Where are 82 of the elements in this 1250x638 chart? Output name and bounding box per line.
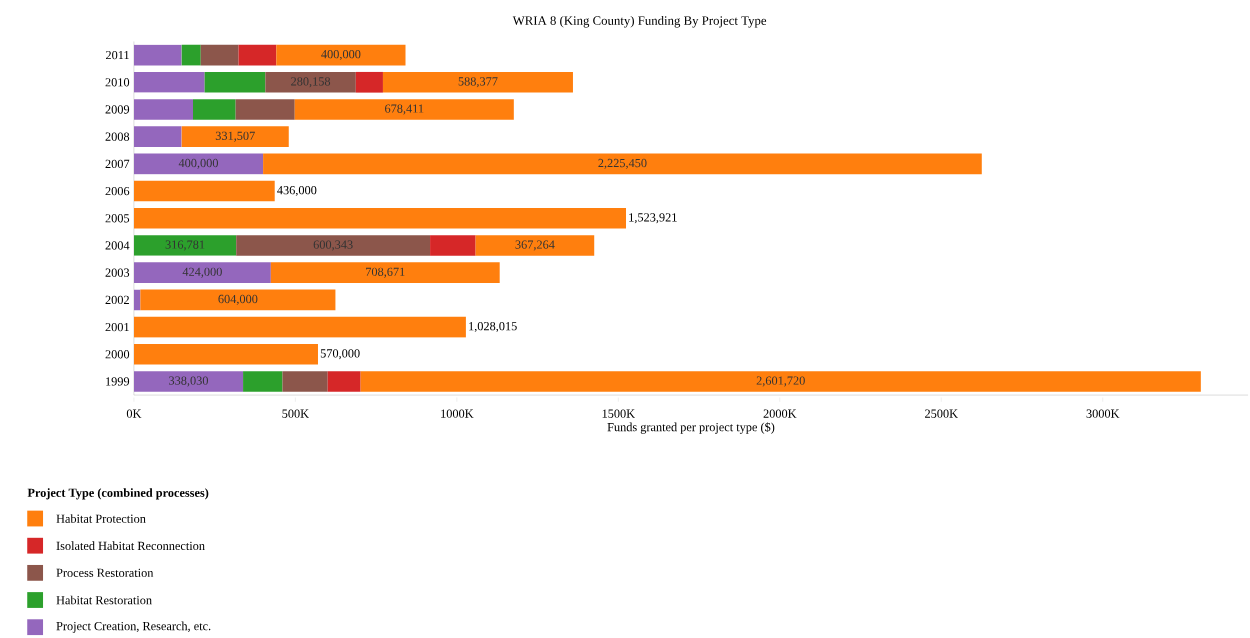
data-label: 2,601,720 [756, 376, 805, 387]
y-tick-label: 2011 [106, 50, 129, 60]
y-tick-label: 2005 [105, 214, 130, 223]
x-tick-label: 1000K [441, 409, 474, 418]
legend-label: Process Restoration [56, 568, 154, 577]
bar [133, 262, 271, 283]
y-tick-label: 2008 [105, 132, 130, 141]
legend-label: Habitat Restoration [56, 595, 152, 605]
data-label: 400,000 [178, 158, 219, 169]
data-label: 570,000 [320, 349, 360, 360]
y-tick-label: 2006 [105, 186, 130, 196]
bar [382, 71, 573, 93]
y-tick-label: 2004 [105, 241, 130, 250]
data-label: 604,000 [218, 294, 258, 305]
bar [235, 99, 295, 120]
y-tick-label: 1999 [106, 377, 130, 386]
y-tick-label: 2002 [105, 295, 129, 305]
bar [243, 371, 283, 392]
bar [265, 71, 356, 93]
data-label: 708,671 [366, 267, 405, 278]
bar [133, 126, 182, 147]
bar [276, 44, 406, 66]
bar [204, 71, 266, 93]
bar [475, 235, 595, 256]
x-tick-label: 2000K [763, 409, 797, 418]
bar [355, 71, 383, 93]
data-label: 331,507 [215, 131, 255, 142]
bar [327, 371, 361, 392]
x-tick-label: 0K [126, 409, 142, 418]
bar [181, 126, 289, 147]
bar [181, 44, 201, 66]
data-label: 600,343 [313, 240, 353, 251]
y-tick-label: 2007 [105, 159, 130, 169]
data-label: 1,028,015 [469, 322, 517, 333]
bar [270, 262, 500, 283]
bar [133, 207, 627, 229]
legend-title: Project Type (combined processes) [27, 488, 209, 500]
data-label: 436,000 [277, 186, 317, 197]
data-label: 424,000 [182, 267, 222, 278]
bar [133, 99, 194, 120]
y-tick-label: 2000 [105, 350, 130, 359]
bar [133, 71, 205, 93]
bar [360, 371, 1201, 392]
bar [193, 99, 236, 120]
chart-title: WRIA 8 (King County) Funding By Project Type [512, 15, 767, 28]
y-tick-label: 2001 [105, 322, 129, 332]
bar [133, 343, 318, 365]
data-label: 367,264 [515, 240, 555, 251]
bar [282, 371, 328, 392]
data-label: 400,000 [321, 50, 361, 61]
data-label: 2,225,450 [598, 158, 647, 169]
legend-label: Project Creation, Research, etc. [56, 621, 211, 633]
y-tick-label: 2010 [105, 78, 130, 87]
bar [133, 371, 244, 392]
x-tick-label: 3000K [1086, 409, 1120, 418]
bar [133, 289, 141, 311]
x-tick-label: 500K [282, 409, 309, 418]
y-tick-label: 2003 [105, 268, 130, 277]
bar [133, 235, 237, 256]
bar [263, 153, 982, 175]
bar [133, 180, 275, 202]
bar [430, 235, 476, 256]
bar [238, 44, 277, 66]
bar [133, 153, 264, 175]
data-label: 588,377 [458, 77, 498, 88]
x-tick-label: 1500K [602, 409, 635, 418]
bar [200, 44, 239, 66]
bar [294, 99, 514, 120]
legend-label: Isolated Habitat Reconnection [56, 541, 205, 551]
data-label: 280,158 [291, 77, 331, 88]
data-label: 316,781 [165, 240, 205, 251]
bar [133, 44, 182, 66]
x-axis-title: Funds granted per project type ($) [607, 422, 775, 434]
y-tick-label: 2009 [105, 105, 130, 114]
data-label: 338,030 [169, 376, 209, 387]
x-tick-label: 2500K [925, 409, 958, 418]
data-label: 678,411 [385, 104, 424, 115]
bar [133, 316, 466, 338]
data-label: 1,523,921 [629, 213, 677, 224]
legend-label: Habitat Protection [56, 514, 146, 523]
bar [236, 235, 431, 256]
bar [140, 289, 336, 311]
